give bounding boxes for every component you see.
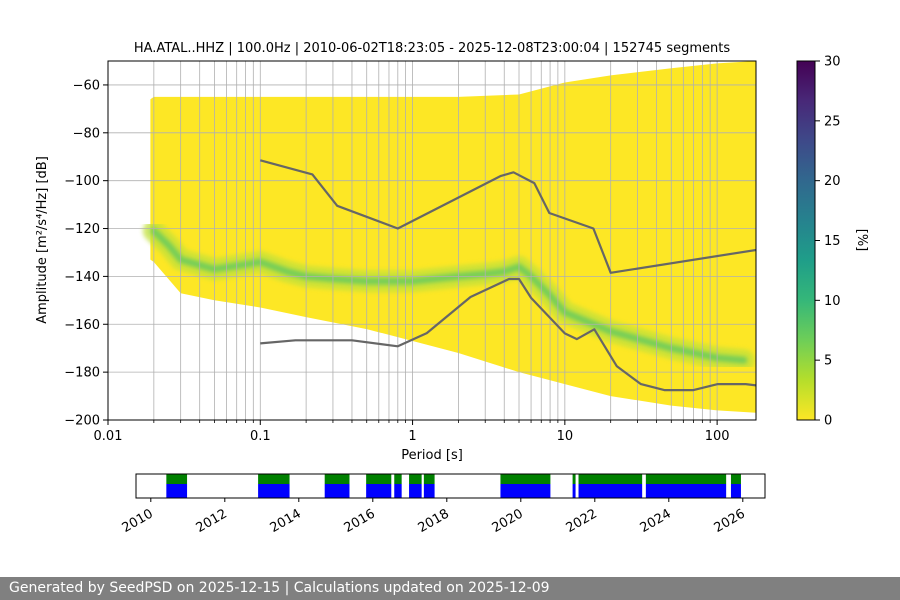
colorbar-ticks: 0 5 10 15 20 25 30 bbox=[815, 55, 841, 429]
timeline-tick-label: 2022 bbox=[564, 506, 600, 536]
noise-model-nhnm bbox=[260, 159, 756, 274]
coverage-bar-bottom bbox=[366, 484, 392, 498]
x-tick-label: 0.01 bbox=[94, 429, 123, 444]
noise-model-lines bbox=[260, 159, 756, 392]
footer-bar: Generated by SeedPSD on 2025-12-15 | Cal… bbox=[0, 577, 900, 600]
coverage-bar-top bbox=[409, 474, 422, 484]
coverage-bar-bottom bbox=[500, 484, 551, 498]
x-axis-ticks: 0.01 0.1 1 10 100 bbox=[94, 420, 730, 444]
x-tick-label: 100 bbox=[705, 429, 730, 444]
coverage-bar-top bbox=[258, 474, 290, 484]
timeline-tick-label: 2016 bbox=[342, 506, 378, 536]
x-axis-label: Period [s] bbox=[401, 448, 463, 463]
coverage-bar-bottom bbox=[324, 484, 350, 498]
coverage-bar-top bbox=[578, 474, 643, 484]
x-tick-label: 0.1 bbox=[250, 429, 271, 444]
chart-title: HA.ATAL..HHZ | 100.0Hz | 2010-06-02T18:2… bbox=[134, 41, 730, 56]
footer-text: Generated by SeedPSD on 2025-12-15 | Cal… bbox=[9, 580, 550, 596]
coverage-bar-bottom bbox=[423, 484, 435, 498]
noise-model-nlnm bbox=[260, 277, 756, 392]
coverage-bars bbox=[166, 474, 741, 498]
timeline-tick-label: 2010 bbox=[120, 506, 156, 536]
density-ridge-core bbox=[150, 227, 748, 364]
coverage-bar-top bbox=[730, 474, 741, 484]
coverage-bar-bottom bbox=[730, 484, 741, 498]
psd-plot-area: 0.01 0.1 1 10 100 −60 −80 −100 −120 −140 −160 −180… bbox=[64, 60, 757, 444]
colorbar-tick-label: 10 bbox=[824, 294, 841, 309]
y-tick-label: −160 bbox=[64, 318, 100, 333]
coverage-bar-bottom bbox=[409, 484, 422, 498]
coverage-bar-top bbox=[366, 474, 392, 484]
colorbar-tick-label: 25 bbox=[824, 114, 841, 129]
colorbar-ramp bbox=[797, 61, 815, 420]
coverage-bar-bottom bbox=[258, 484, 290, 498]
coverage-bar-bottom bbox=[578, 484, 643, 498]
coverage-bar-top bbox=[394, 474, 402, 484]
colorbar-tick-label: 15 bbox=[824, 234, 841, 249]
timeline-tick-label: 2020 bbox=[490, 506, 526, 536]
coverage-bar-top bbox=[645, 474, 727, 484]
coverage-bar-top bbox=[324, 474, 350, 484]
y-tick-label: −80 bbox=[73, 126, 100, 141]
y-tick-label: −120 bbox=[64, 222, 100, 237]
colorbar-tick-label: 20 bbox=[824, 174, 841, 189]
coverage-bar-top bbox=[166, 474, 188, 484]
coverage-bar-top bbox=[500, 474, 551, 484]
y-tick-label: −180 bbox=[64, 366, 100, 381]
colorbar-tick-label: 30 bbox=[824, 55, 841, 70]
coverage-bar-bottom bbox=[572, 484, 576, 498]
timeline-tick-label: 2026 bbox=[712, 506, 748, 536]
data-coverage-timeline: 2010 2012 2014 2016 2018 2020 2022 2024 2026 bbox=[120, 473, 766, 536]
coverage-bar-bottom bbox=[645, 484, 727, 498]
y-axis-label: Amplitude [m²/s⁴/Hz] [dB] bbox=[35, 156, 50, 324]
timeline-year-ticks: 2010 2012 2014 2016 2018 2020 2022 2024 2026 bbox=[120, 498, 748, 536]
timeline-tick-label: 2024 bbox=[638, 506, 674, 536]
timeline-frame bbox=[135, 473, 766, 499]
y-tick-label: −140 bbox=[64, 270, 100, 285]
coverage-bar-top bbox=[423, 474, 435, 484]
colorbar-tick-label: 0 bbox=[824, 414, 832, 429]
plot-frame bbox=[107, 60, 757, 421]
density-envelope bbox=[150, 61, 756, 413]
coverage-bar-top bbox=[572, 474, 576, 484]
y-tick-label: −100 bbox=[64, 174, 100, 189]
probability-density-heatmap bbox=[142, 61, 756, 413]
colorbar-label: [%] bbox=[854, 229, 869, 252]
colorbar: 0 5 10 15 20 25 30 [%] bbox=[796, 55, 869, 429]
timeline-tick-label: 2012 bbox=[194, 506, 230, 536]
x-tick-label: 1 bbox=[408, 429, 416, 444]
colorbar-tick-label: 5 bbox=[824, 354, 832, 369]
coverage-bar-bottom bbox=[394, 484, 402, 498]
y-tick-label: −60 bbox=[73, 78, 100, 93]
y-axis-ticks: −60 −80 −100 −120 −140 −160 −180 −200 bbox=[64, 78, 108, 429]
x-tick-label: 10 bbox=[557, 429, 574, 444]
y-tick-label: −200 bbox=[64, 414, 100, 429]
coverage-bar-bottom bbox=[166, 484, 188, 498]
grid-lines bbox=[108, 61, 756, 420]
timeline-tick-label: 2018 bbox=[416, 506, 452, 536]
timeline-tick-label: 2014 bbox=[268, 506, 304, 536]
